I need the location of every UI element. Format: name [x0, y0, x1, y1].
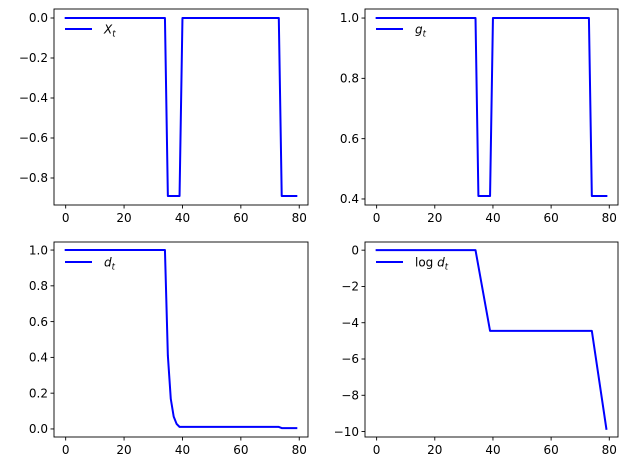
- x-tick-label: 0: [62, 211, 70, 225]
- y-tick-label: −0.4: [19, 91, 48, 105]
- y-tick-label: 1.0: [340, 11, 359, 25]
- x-tick-label: 60: [233, 443, 248, 457]
- axes-frame: [364, 8, 619, 206]
- series-line-1: [64, 17, 298, 197]
- y-tick-label: −6: [341, 352, 359, 366]
- y-tick-label: −10: [334, 425, 359, 439]
- legend: log dt: [376, 256, 449, 273]
- x-tick-label: 60: [543, 443, 558, 457]
- x-tick-label: 40: [175, 211, 190, 225]
- x-tick-label: 60: [543, 211, 558, 225]
- x-tick-label: 0: [373, 443, 381, 457]
- y-tick-label: 0.8: [29, 279, 48, 293]
- x-tick-label: 20: [116, 443, 131, 457]
- x-tick-label: 80: [292, 211, 307, 225]
- y-tick-label: 1.0: [29, 243, 48, 257]
- x-tick-label: 0: [373, 211, 381, 225]
- x-tick-label: 20: [427, 443, 442, 457]
- legend: gt: [376, 23, 427, 40]
- series-line-1: [64, 249, 298, 430]
- axes-frame: [364, 241, 619, 438]
- x-tick-label: 40: [485, 443, 500, 457]
- x-tick-label: 20: [427, 211, 442, 225]
- y-tick-label: −8: [341, 388, 359, 402]
- subplot-4: 0 20 40 60 80 0 −2 −4 −6 −8 −10 log dt: [334, 241, 619, 457]
- y-tick-label: 0: [351, 243, 359, 257]
- legend-label: gt: [415, 23, 427, 40]
- subplot-3: 0 20 40 60 80 1.0 0.8 0.6 0.4 0.2 0.0 dt: [29, 241, 309, 457]
- legend-label: Xt: [103, 23, 116, 40]
- y-tick-label: 0.0: [29, 11, 48, 25]
- y-tick-label: −0.2: [19, 51, 48, 65]
- x-tick-label: 40: [485, 211, 500, 225]
- y-tick-label: 0.8: [340, 72, 359, 86]
- legend-label: dt: [104, 256, 116, 273]
- x-tick-label: 80: [602, 211, 617, 225]
- y-tick-label: −2: [341, 280, 359, 294]
- x-tick-label: 80: [292, 443, 307, 457]
- y-tick-label: −0.6: [19, 131, 48, 145]
- subplot-2: 0 20 40 60 80 1.0 0.8 0.6 0.4 gt: [340, 8, 619, 225]
- subplot-1: 0 20 40 60 80 0.0 −0.2 −0.4 −0.6 −0.8 Xt: [19, 8, 309, 225]
- y-tick-label: 0.2: [29, 386, 48, 400]
- legend: Xt: [65, 23, 116, 40]
- x-tick-label: 40: [175, 443, 190, 457]
- y-tick-label: 0.6: [29, 315, 48, 329]
- axes-frame: [53, 8, 309, 206]
- x-tick-label: 60: [233, 211, 248, 225]
- legend: dt: [65, 256, 116, 273]
- y-tick-label: −0.8: [19, 171, 48, 185]
- y-tick-label: 0.0: [29, 422, 48, 436]
- y-tick-label: 0.6: [340, 132, 359, 146]
- legend-label: log dt: [415, 256, 449, 273]
- x-tick-label: 20: [116, 211, 131, 225]
- axes-frame: [53, 241, 309, 438]
- y-tick-label: −4: [341, 316, 359, 330]
- y-tick-label: 0.4: [340, 192, 359, 206]
- y-tick-label: 0.4: [29, 351, 48, 365]
- series-line-1: [375, 249, 608, 430]
- x-tick-label: 80: [602, 443, 617, 457]
- series-line-1: [375, 17, 608, 197]
- x-tick-label: 0: [62, 443, 70, 457]
